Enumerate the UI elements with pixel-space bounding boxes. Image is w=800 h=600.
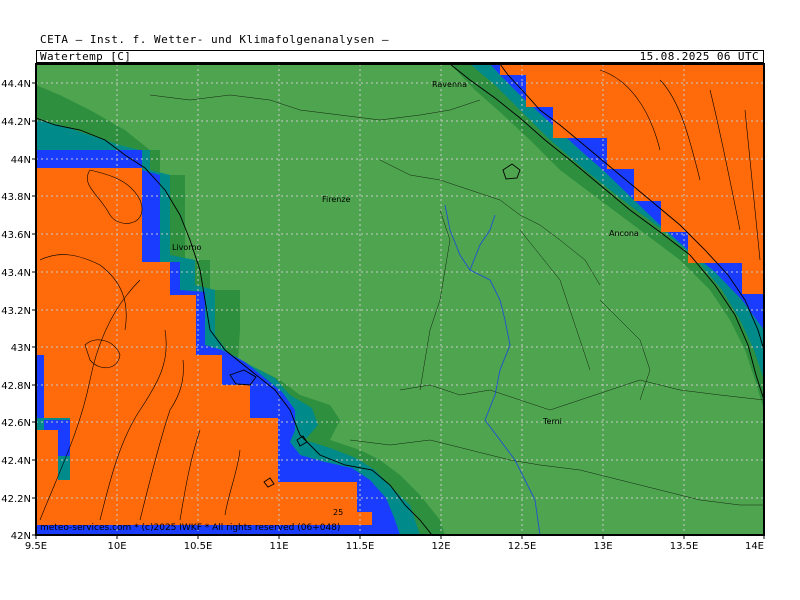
lat-tick-label: 44.2N <box>1 117 31 128</box>
map-layers <box>36 64 764 535</box>
ligurian-teal-strip <box>36 120 140 150</box>
lon-tick-label: 12E <box>431 541 450 552</box>
lat-tick-label: 43.4N <box>1 268 31 279</box>
lon-tick-label: 10.5E <box>184 541 213 552</box>
far-west-orange-patch <box>36 430 58 500</box>
ligurian-blue-strip <box>36 150 142 168</box>
city-labels: Ravenna Firenze Livorno Ancona Terni <box>172 80 639 426</box>
lon-tick-label: 10E <box>107 541 126 552</box>
lat-tick-label: 42N <box>11 531 31 542</box>
forecast-datetime: 15.08.2025 06 UTC <box>639 50 759 63</box>
map-frame <box>35 63 765 536</box>
lat-tick-label: 42.8N <box>1 381 31 392</box>
lat-tick-label: 43N <box>11 343 31 354</box>
lon-tick-label: 9.5E <box>25 541 47 552</box>
city-label-livorno: Livorno <box>172 243 202 252</box>
lat-tick-label: 42.2N <box>1 494 31 505</box>
copyright-notice: meteo-services.com * (c)2025 IWKF * All … <box>40 523 341 533</box>
city-label-firenze: Firenze <box>322 195 351 204</box>
lat-tick-label: 43.2N <box>1 306 31 317</box>
lat-tick-label: 42.4N <box>1 456 31 467</box>
far-west-blue-patch <box>36 355 44 425</box>
map-grid <box>36 64 764 535</box>
lat-tick-label: 44.4N <box>1 79 31 90</box>
west-warm-sea <box>36 64 372 525</box>
lon-tick-label: 14E <box>745 541 764 552</box>
lat-tick-label: 43.6N <box>1 230 31 241</box>
variable-label: Watertemp_[C] <box>40 50 132 63</box>
contour-label: 25 <box>333 508 343 517</box>
lon-tick-label: 13.5E <box>670 541 699 552</box>
lon-tick-label: 13E <box>593 541 612 552</box>
ligurian-green-strip <box>36 64 150 150</box>
lat-tick-label: 43.8N <box>1 192 31 203</box>
rivers <box>444 204 541 535</box>
latitude-axis: 44.4N 44.2N 44N 43.8N 43.6N 43.4N 43.2N 43N 42.8… <box>1 79 36 542</box>
longitude-axis: 9.5E 10E 10.5E 11E 11.5E 12E 12.5E 13E 13.5E 14E <box>25 535 765 552</box>
sea-contours <box>39 69 761 521</box>
lon-tick-label: 11.5E <box>346 541 375 552</box>
lat-tick-label: 42.6N <box>1 418 31 429</box>
region-borders <box>149 94 764 506</box>
institute-header: CETA — Inst. f. Wetter- und Klimafolgena… <box>40 33 390 46</box>
coastlines <box>36 64 764 535</box>
lon-tick-label: 11E <box>269 541 288 552</box>
city-label-ancona: Ancona <box>609 229 639 238</box>
ligurian-land-cap <box>36 64 160 150</box>
city-label-terni: Terni <box>542 417 562 426</box>
title-bar: Watertemp_[C] 15.08.2025 06 UTC <box>36 50 764 63</box>
lat-tick-label: 44N <box>11 155 31 166</box>
lon-tick-label: 12.5E <box>508 541 537 552</box>
city-label-ravenna: Ravenna <box>432 80 467 89</box>
